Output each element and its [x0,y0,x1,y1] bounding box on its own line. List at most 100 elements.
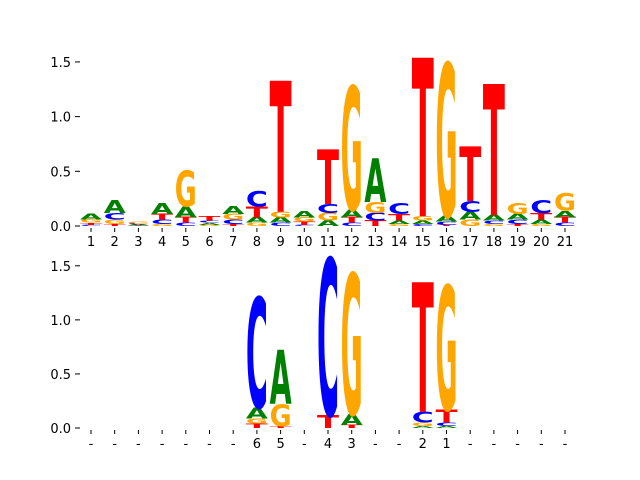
x-tick-label: 6 [253,437,261,452]
letter: G [127,221,149,224]
letter: A [388,220,411,225]
letter: G [104,218,126,225]
letter: C [293,225,315,227]
letter: A [436,215,458,224]
letter: G [388,223,410,227]
letter: C [412,223,434,227]
letter: C [341,222,363,227]
x-tick-label: - [207,437,212,452]
letter: T [246,205,268,222]
letter: C [317,217,339,467]
letter: G [199,225,221,227]
letter: T [436,406,459,427]
letter: C [459,199,481,216]
letter: T [293,221,315,226]
letter: G [554,190,576,217]
y-tick-label: 0.0 [50,422,71,437]
letter: T [483,49,505,258]
letter: G [270,210,292,219]
letter: T [507,223,530,227]
letter: T [436,225,459,227]
letter: T [199,215,221,222]
letter: A [341,208,364,220]
x-tick-label: 16 [438,235,455,250]
letter: A [293,209,315,220]
letter: T [151,213,175,222]
x-tick-label: 20 [533,235,550,250]
x-tick-label: 1 [87,235,95,250]
letter: G [151,223,173,227]
letter: A [364,146,386,216]
letter: A [270,335,292,422]
letter: C [151,218,173,225]
letter: T [317,411,340,432]
x-tick-label: - [515,437,520,452]
letter: G [341,54,363,250]
y-tick-label: 1.5 [50,56,71,71]
letter: T [175,216,199,225]
x-tick-label: - [468,437,473,452]
letter: A [554,209,576,220]
letter: A [175,205,198,222]
letter: G [341,237,363,460]
letter: C [554,222,576,227]
x-tick-label: - [563,437,568,452]
letter: T [530,211,553,222]
letter: T [127,225,150,226]
x-tick-label: 17 [462,235,479,250]
letter: A [270,216,292,225]
letter: A [507,213,529,222]
x-tick-label: 4 [324,437,332,452]
letter: A [127,224,149,226]
x-tick-label: - [183,437,188,452]
letter: G [459,217,481,228]
letter: C [317,203,339,217]
letter: C [364,211,386,223]
x-tick-label: 5 [182,235,190,250]
x-tick-label: 11 [320,235,337,250]
x-tick-label: 7 [229,235,237,250]
x-tick-label: 21 [557,235,574,250]
letter: A [459,210,482,222]
x-tick-label: - [112,437,117,452]
y-tick-label: 0.0 [50,220,71,235]
y-tick-label: 1.5 [50,260,71,275]
letter: C [127,223,149,225]
letter: G [80,218,102,223]
x-tick-label: 15 [415,235,432,250]
letter: A [317,219,339,228]
x-tick-label: - [160,437,165,452]
letter: T [222,223,245,227]
letter: A [530,218,553,225]
letter: G [507,201,529,218]
letter: G [436,251,458,450]
letter: C [246,188,268,212]
letter: C [412,410,434,427]
x-tick-label: 2 [419,437,427,452]
x-tick-label: 2 [111,235,119,250]
letter: G [364,200,386,217]
letter: A [483,214,505,223]
x-tick-label: - [302,437,307,452]
letter: C [436,422,458,427]
letter: A [436,425,460,429]
x-tick-label: 14 [391,235,408,250]
letter: T [364,219,388,228]
y-tick-label: 1.0 [50,111,71,126]
x-tick-label: 4 [158,235,166,250]
letter: C [530,196,552,217]
letter: G [175,161,197,219]
x-tick-label: 5 [276,437,284,452]
letter: T [104,223,127,227]
letter: A [412,220,435,225]
letter: C [507,218,529,225]
letter: A [199,222,223,226]
x-tick-label: 6 [205,235,213,250]
letter: T [459,133,481,220]
letter: C [104,211,126,222]
letter: C [80,225,102,227]
letter: A [151,201,174,218]
x-tick-label: 12 [343,235,360,250]
